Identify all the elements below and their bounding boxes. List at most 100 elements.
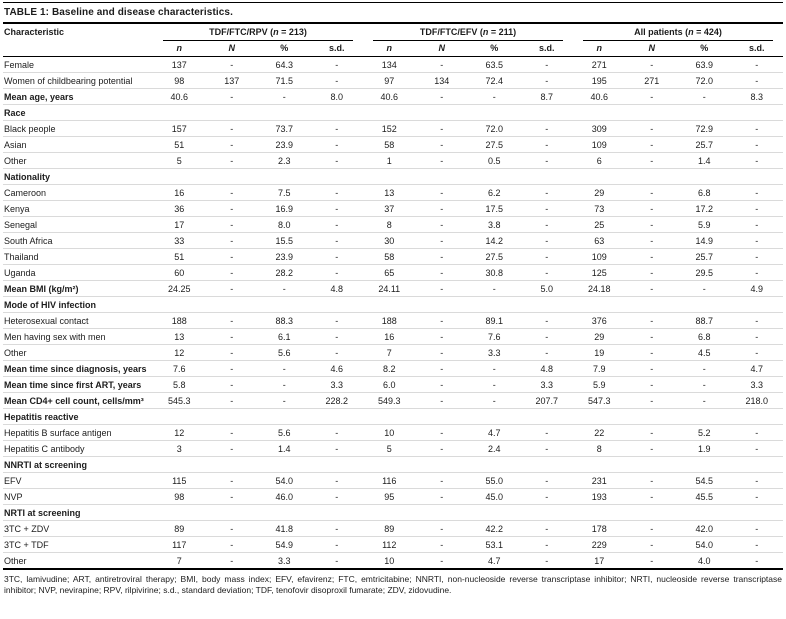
cell-value: 195 [573, 72, 626, 89]
cell-value: 117 [153, 536, 206, 553]
cell-value [205, 168, 258, 185]
cell-value: 8.2 [363, 360, 416, 377]
cell-value: - [205, 344, 258, 361]
section-row: NNRTI at screening [3, 456, 783, 473]
cell-value: - [730, 552, 783, 570]
cell-value [363, 456, 416, 473]
cell-value: - [415, 232, 468, 249]
cell-value: - [415, 536, 468, 553]
cell-value: - [205, 216, 258, 233]
cell-value [468, 408, 521, 425]
cell-value [730, 456, 783, 473]
row-label: Female [3, 56, 153, 73]
table-row: Other 7-3.3-10-4.7-17-4.0- [3, 552, 783, 570]
cell-value [153, 296, 206, 313]
cell-value: - [520, 440, 573, 457]
cell-value: - [730, 344, 783, 361]
cell-value: 137 [153, 56, 206, 73]
group-header-tdf-ftc-efv-label: TDF/FTC/EFV (n = 211) [373, 27, 563, 41]
cell-value: - [730, 440, 783, 457]
cell-value: 73.7 [258, 120, 311, 137]
table-row: Thailand 51-23.9-58-27.5-109-25.7- [3, 248, 783, 265]
group-header-all-patients-label: All patients (n = 424) [583, 27, 773, 41]
cell-value: 5.6 [258, 344, 311, 361]
cell-value: 65 [363, 264, 416, 281]
cell-value: 95 [363, 488, 416, 505]
cell-value [153, 104, 206, 121]
cell-value: 51 [153, 248, 206, 265]
cell-value: 157 [153, 120, 206, 137]
row-label: Other [3, 344, 153, 361]
cell-value: 8.0 [310, 88, 363, 105]
cell-value [415, 504, 468, 521]
cell-value: - [310, 152, 363, 169]
cell-value: 45.0 [468, 488, 521, 505]
cell-value: - [520, 56, 573, 73]
cell-value [258, 504, 311, 521]
cell-value: - [205, 360, 258, 377]
cell-value [468, 104, 521, 121]
cell-value [258, 104, 311, 121]
cell-value: 3.3 [258, 552, 311, 570]
table-row: Mean time since diagnosis, years 7.6- -4.6… [3, 360, 783, 377]
cell-value: - [520, 328, 573, 345]
cell-value: 7.9 [573, 360, 626, 377]
cell-value [573, 296, 626, 313]
cell-value: - [205, 536, 258, 553]
cell-value: 63.5 [468, 56, 521, 73]
cell-value: - [310, 56, 363, 73]
cell-value [205, 408, 258, 425]
table-title-text: Baseline and disease characteristics. [49, 7, 233, 18]
cell-value [310, 456, 363, 473]
cell-value [363, 168, 416, 185]
cell-value: - [205, 248, 258, 265]
section-row: Race [3, 104, 783, 121]
subheader-n-group1: n [153, 41, 206, 57]
cell-value: - [310, 472, 363, 489]
cell-value: - [520, 72, 573, 89]
cell-value: - [415, 552, 468, 570]
cell-value: 7 [153, 552, 206, 570]
cell-value: 25 [573, 216, 626, 233]
group-header-tdf-ftc-efv: TDF/FTC/EFV (n = 211) [363, 23, 573, 41]
cell-value [310, 408, 363, 425]
cell-value: - [415, 88, 468, 105]
cell-value: 207.7 [520, 392, 573, 409]
table-row: Hepatitis C antibody 3-1.4-5-2.4-8-1.9- [3, 440, 783, 457]
subheader-sd-group3: s.d. [730, 41, 783, 57]
cell-value: 14.2 [468, 232, 521, 249]
cell-value: 1.4 [678, 152, 731, 169]
cell-value: 5 [153, 152, 206, 169]
cell-value: - [205, 328, 258, 345]
cell-value: 13 [153, 328, 206, 345]
cell-value: 89 [153, 520, 206, 537]
row-label: Mean CD4+ cell count, cells/mm³ [3, 392, 153, 409]
cell-value [730, 408, 783, 425]
cell-value: 5.9 [573, 376, 626, 393]
subheader-sd-group2: s.d. [520, 41, 573, 57]
cell-value: - [415, 200, 468, 217]
cell-value: - [205, 424, 258, 441]
cell-value: - [258, 376, 311, 393]
cell-value: 88.3 [258, 312, 311, 329]
table-row: Uganda 60-28.2-65-30.8-125-29.5- [3, 264, 783, 281]
cell-value [730, 168, 783, 185]
cell-value: 45.5 [678, 488, 731, 505]
table-row: Mean age, years 40.6- -8.0 40.6- -8.7 40.6- -8… [3, 88, 783, 105]
cell-value: 188 [363, 312, 416, 329]
cell-value: 16 [363, 328, 416, 345]
cell-value [468, 504, 521, 521]
row-label: Nationality [3, 168, 153, 185]
cell-value: 12 [153, 424, 206, 441]
cell-value: - [310, 216, 363, 233]
cell-value [415, 408, 468, 425]
cell-value: 36 [153, 200, 206, 217]
cell-value: 1.4 [258, 440, 311, 457]
cell-value [730, 104, 783, 121]
cell-value: 6.8 [678, 184, 731, 201]
cell-value: - [625, 264, 678, 281]
cell-value: - [205, 552, 258, 570]
cell-value: - [625, 152, 678, 169]
cell-value: 29.5 [678, 264, 731, 281]
cell-value: 25.7 [678, 248, 731, 265]
